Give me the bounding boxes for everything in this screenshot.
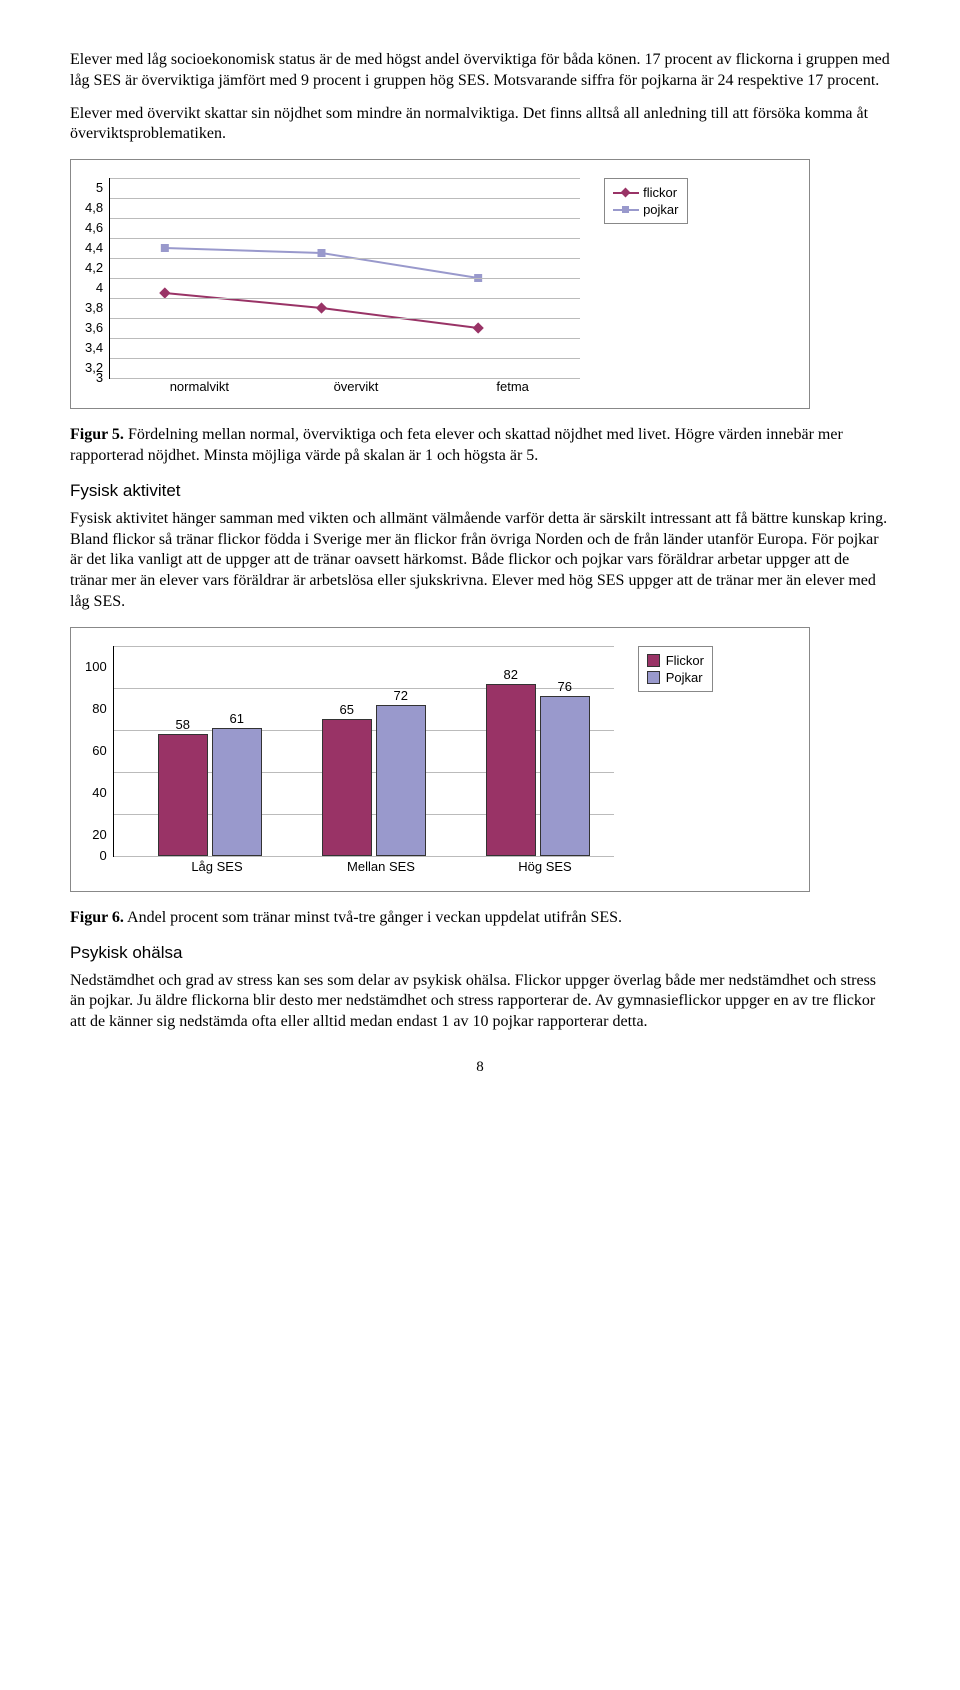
fig6-x-label: Låg SES [165,859,269,874]
fig5-y-label: 3,8 [85,298,103,318]
fig6-bar-value: 72 [376,688,426,703]
fig5-x-label: fetma [434,379,591,394]
fig5-y-label: 3,6 [85,318,103,338]
fig6-y-axis: 100806040200 [85,646,107,856]
fig6-bar-value: 58 [158,717,208,732]
fig5-y-label: 4,2 [85,258,103,278]
fig6-bar [376,705,426,856]
fig5-caption: Figur 5. Fördelning mellan normal, överv… [70,425,890,467]
fig6-bar [540,696,590,856]
fig6-bar [322,719,372,856]
fig6-legend-label: Pojkar [666,670,703,685]
fig5-caption-text: Fördelning mellan normal, överviktiga oc… [70,426,843,464]
fig5-y-axis: 54,84,64,44,243,83,63,43,23 [85,178,103,378]
fig5-legend-label: flickor [643,185,677,200]
fig6-y-label: 40 [92,772,106,814]
fig6-caption-label: Figur 6. [70,909,124,926]
fig6-bar-value: 65 [322,702,372,717]
fig6-bar-value: 61 [212,711,262,726]
fig5-y-label: 4,6 [85,218,103,238]
heading-psykisk-ohalsa: Psykisk ohälsa [70,943,890,963]
fig5-y-label: 3,4 [85,338,103,358]
fig5-y-label: 5 [96,178,103,198]
paragraph-1: Elever med låg socioekonomisk status är … [70,50,890,92]
fig5-x-label: normalvikt [121,379,278,394]
fig5-legend-label: pojkar [643,202,678,217]
fig6-bar [212,728,262,856]
figure-6-chart: 100806040200 586165728276 FlickorPojkar … [70,627,810,892]
page-number: 8 [70,1059,890,1076]
fig5-x-axis: normalviktöverviktfetma [121,379,591,394]
paragraph-2: Elever med övervikt skattar sin nöjdhet … [70,104,890,146]
fig5-x-label: övervikt [278,379,435,394]
fig6-x-label: Mellan SES [329,859,433,874]
fig6-bar [158,734,208,856]
fig5-y-label: 4,8 [85,198,103,218]
fig6-x-label: Hög SES [493,859,597,874]
fig6-legend-label: Flickor [666,653,704,668]
fig6-x-axis: Låg SES Mellan SES Hög SES [121,857,621,877]
fig5-caption-label: Figur 5. [70,426,124,443]
fig6-plot-area: 58 61 65 72 82 76 [113,646,614,857]
figure-5-chart: 54,84,64,44,243,83,63,43,23 flickorpojka… [70,159,810,409]
paragraph-psykisk: Nedstämdhet och grad av stress kan ses s… [70,971,890,1033]
fig6-bar [486,684,536,856]
fig6-y-label: 100 [85,646,107,688]
fig6-legend: Flickor Pojkar [638,646,713,692]
fig5-y-label: 4,4 [85,238,103,258]
heading-fysisk-aktivitet: Fysisk aktivitet [70,481,890,501]
fig6-caption-text: Andel procent som tränar minst två-tre g… [124,909,622,926]
fig5-y-label: 4 [96,278,103,298]
fig5-legend: flickor pojkar [604,178,687,224]
fig6-caption: Figur 6. Andel procent som tränar minst … [70,908,890,929]
fig6-y-label: 60 [92,730,106,772]
fig6-bar-value: 76 [540,679,590,694]
fig5-plot-area [109,178,580,379]
paragraph-fysisk: Fysisk aktivitet hänger samman med vikte… [70,509,890,613]
fig6-bar-value: 82 [486,667,536,682]
fig6-y-label: 80 [92,688,106,730]
